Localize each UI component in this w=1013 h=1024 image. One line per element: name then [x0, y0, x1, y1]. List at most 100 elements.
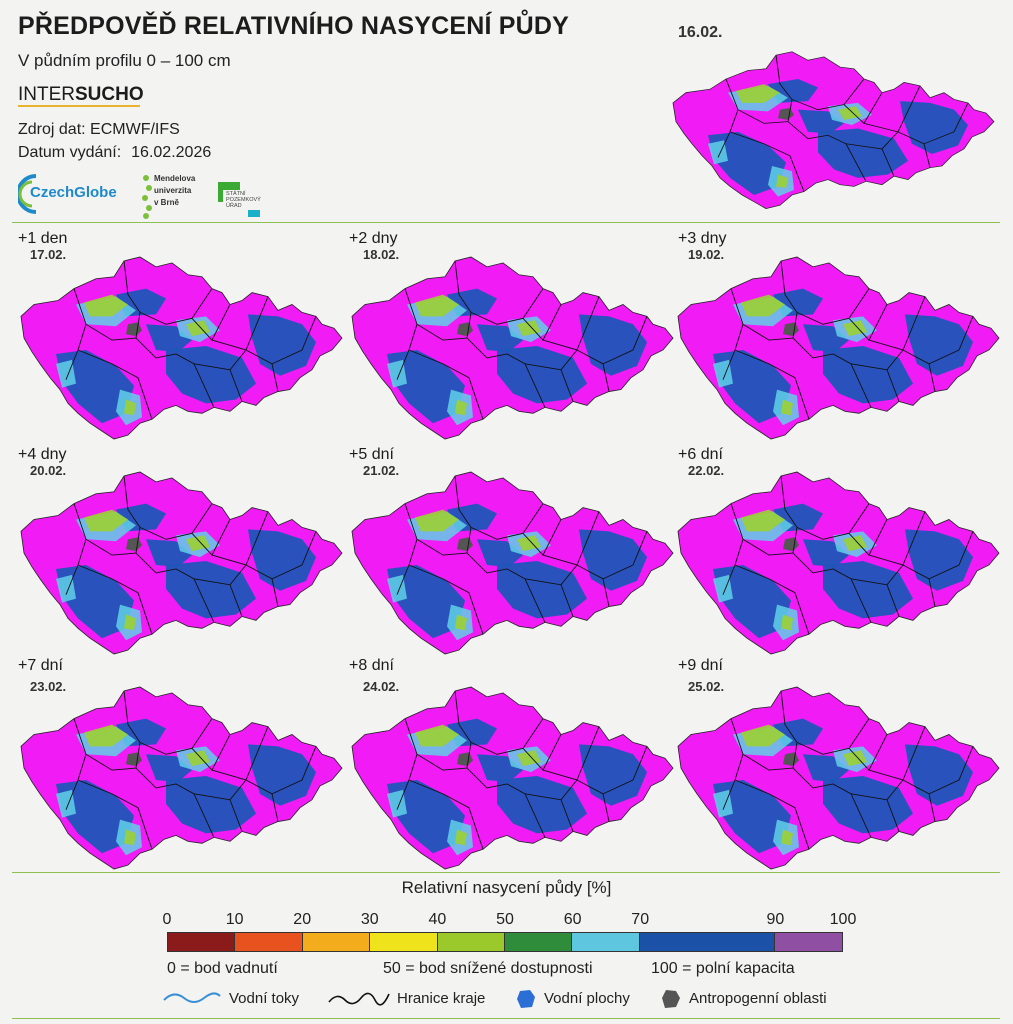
- region-border: [77, 349, 153, 420]
- region-border: [408, 349, 484, 420]
- region-border: [560, 799, 574, 832]
- panel-date-day-4: 20.02.: [30, 463, 67, 478]
- moisture-zone-green: [84, 509, 128, 532]
- moisture-zone-blue: [56, 779, 134, 854]
- region-border: [245, 564, 279, 607]
- spu-logo: STÁTNÍ POZEMKOVÝ ÚŘAD: [218, 182, 278, 222]
- moisture-zone-blue: [387, 564, 465, 639]
- panel-label-day-8: +8 dní: [349, 657, 394, 674]
- page-title: PŘEDPOVĚĎ RELATIVNÍHO NASYCENÍ PŮDY: [18, 12, 570, 40]
- region-border: [902, 779, 936, 822]
- note-reduced-availability: 50 = bod snížené dostupnosti: [383, 960, 593, 977]
- region-border: [191, 519, 231, 556]
- region-border: [717, 78, 739, 158]
- data-source: Zdroj dat: ECMWF/IFS: [18, 121, 180, 138]
- legend-colorbar: [167, 932, 843, 952]
- region-border: [466, 552, 546, 623]
- region-border: [734, 349, 810, 420]
- region-border: [737, 109, 789, 124]
- panel-label-day-5: +5 dní: [349, 446, 394, 463]
- soil-moisture-map-day-1: [20, 256, 343, 440]
- region-border: [85, 323, 137, 341]
- region-border: [796, 288, 870, 325]
- moisture-zone-green: [455, 399, 467, 416]
- region-border: [796, 503, 870, 540]
- region-border: [780, 475, 798, 554]
- region-border: [466, 767, 546, 838]
- moisture-zone-blue: [713, 779, 791, 854]
- divider-bottom: [12, 1018, 1000, 1019]
- divider-legend: [12, 872, 1000, 873]
- moisture-zone-green: [186, 320, 210, 337]
- panel-label-day-6: +6 dní: [678, 446, 723, 463]
- panel-date-day-5: 21.02.: [363, 463, 400, 478]
- moisture-zone-green: [838, 106, 862, 120]
- moisture-zone-green: [843, 535, 867, 552]
- moisture-zone-green: [741, 294, 785, 317]
- region-border: [722, 718, 744, 810]
- soil-moisture-map-day-8: [351, 686, 674, 870]
- legend-tick: 10: [225, 911, 244, 928]
- region-border: [85, 538, 137, 556]
- region-border: [560, 584, 574, 617]
- soil-moisture-map-day-9: [677, 686, 1000, 870]
- legend-tick: 100: [829, 911, 857, 928]
- region-border: [792, 337, 872, 408]
- moisture-zone-blue: [708, 131, 786, 195]
- region-border: [576, 779, 610, 822]
- country-border: [677, 686, 1000, 870]
- region-border: [886, 584, 900, 617]
- moisture-zone-green: [84, 724, 128, 747]
- czechglobe-logo: CzechGlobe: [18, 172, 128, 216]
- region-border: [193, 779, 247, 801]
- region-border: [123, 690, 141, 769]
- legend-class-10-20: [235, 933, 303, 951]
- region-border: [796, 718, 870, 755]
- moisture-zone-green: [124, 399, 136, 416]
- region-border: [850, 564, 904, 586]
- region-border: [928, 316, 974, 365]
- country-border: [351, 471, 674, 655]
- region-border: [722, 288, 744, 380]
- region-border: [77, 564, 153, 635]
- region-border: [886, 799, 900, 832]
- moisture-zone-green: [455, 829, 467, 846]
- region-border: [792, 767, 872, 838]
- moisture-zone-green: [124, 614, 136, 631]
- panel-date-day-2: 18.02.: [363, 247, 400, 262]
- region-border: [65, 503, 87, 595]
- region-border: [454, 690, 472, 769]
- region-border: [123, 260, 141, 339]
- urban-area-icon: [662, 990, 680, 1008]
- moisture-zone-green: [455, 614, 467, 631]
- region-border: [560, 369, 574, 402]
- region-border: [522, 304, 562, 341]
- panel-date-day-9: 25.02.: [688, 679, 725, 694]
- legend-tick: 20: [293, 911, 312, 928]
- note-field-capacity: 100 = polní kapacita: [651, 960, 795, 977]
- region-border: [135, 552, 215, 623]
- legend-tick: 0: [162, 911, 172, 928]
- region-border: [722, 503, 744, 595]
- region-border: [416, 753, 468, 771]
- region-border: [742, 538, 794, 556]
- region-border: [245, 779, 279, 822]
- legend-tick: 30: [360, 911, 379, 928]
- region-border: [780, 260, 798, 339]
- region-border: [729, 131, 805, 192]
- region-border: [454, 260, 472, 339]
- region-border: [524, 779, 578, 801]
- country-border: [20, 686, 343, 870]
- region-border: [135, 767, 215, 838]
- country-border: [677, 471, 1000, 655]
- region-border: [193, 564, 247, 586]
- region-border: [734, 564, 810, 635]
- moisture-zone-blue: [56, 349, 134, 424]
- region-border: [775, 55, 793, 122]
- legend-class-50-60: [505, 933, 573, 951]
- moisture-zone-green: [843, 320, 867, 337]
- legend-class-40-50: [437, 933, 506, 951]
- legend-class-20-30: [302, 933, 371, 951]
- region-border: [416, 323, 468, 341]
- country-border: [677, 256, 1000, 440]
